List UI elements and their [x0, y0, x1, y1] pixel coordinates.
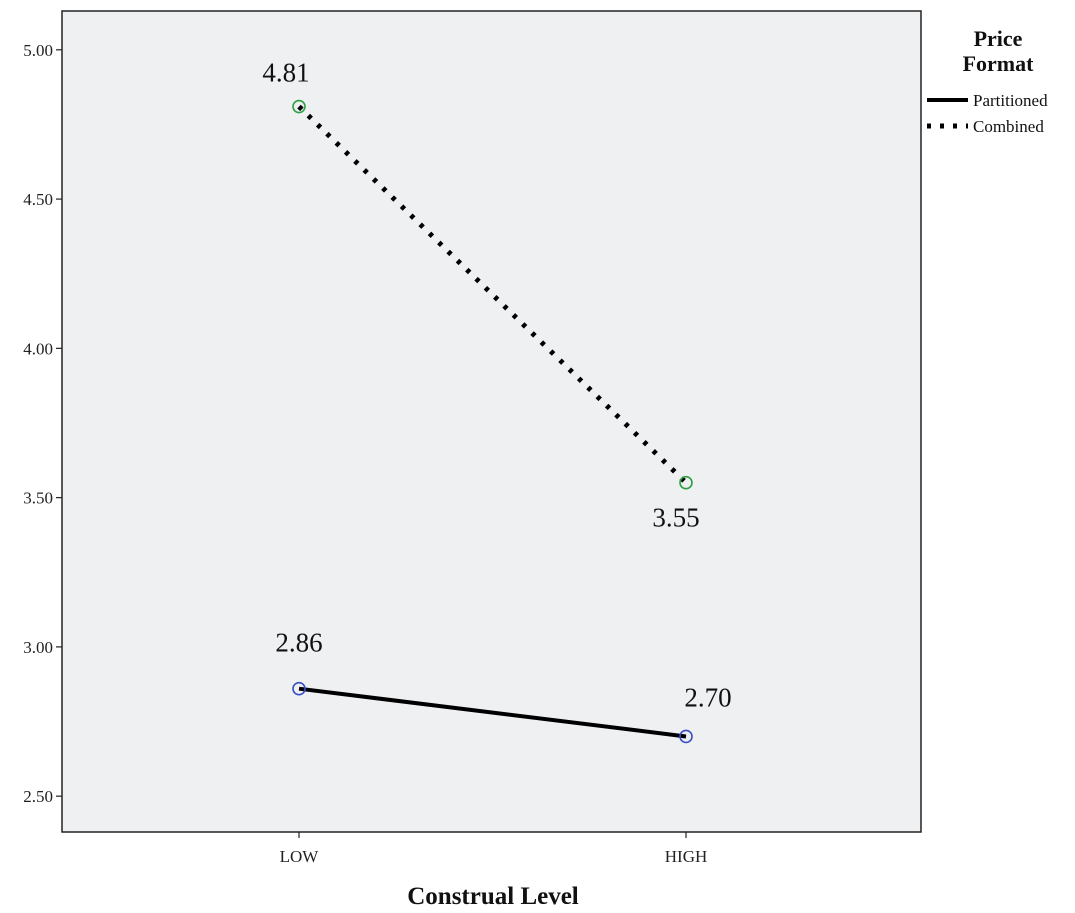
y-tick-label: 3.50	[23, 489, 53, 508]
x-axis-title: Construal Level	[407, 883, 579, 910]
legend-label-combined: Combined	[973, 117, 1044, 136]
y-tick-label: 3.00	[23, 638, 53, 657]
legend-label-partitioned: Partitioned	[973, 91, 1048, 110]
data-label-combined: 4.81	[262, 58, 309, 88]
series-line-partitioned	[298, 686, 687, 739]
data-label-partitioned: 2.70	[684, 682, 731, 712]
x-tick-label: HIGH	[665, 847, 708, 866]
y-tick-label: 4.50	[23, 190, 53, 209]
y-tick-label: 4.00	[23, 339, 53, 358]
y-axis: 2.50 3.00 3.50 4.00 4.50 5.00	[23, 41, 62, 806]
legend-entries: Partitioned Combined	[927, 91, 1048, 136]
y-tick-label: 5.00	[23, 41, 53, 60]
data-point-partitioned	[292, 681, 306, 696]
x-tick-label: LOW	[280, 847, 320, 866]
series-lines	[297, 104, 688, 739]
data-label-combined: 3.55	[652, 503, 699, 533]
series-markers	[292, 99, 693, 744]
legend-title-line1: Price	[974, 26, 1023, 51]
plot-area	[61, 10, 922, 833]
data-label-partitioned: 2.86	[275, 628, 322, 658]
data-point-partitioned	[679, 729, 693, 744]
x-axis: LOW HIGH	[280, 832, 708, 866]
y-tick-label: 2.50	[23, 787, 53, 806]
data-labels: 2.86 2.70 4.81 3.55	[262, 58, 731, 713]
data-point-combined	[679, 475, 693, 490]
legend: Price Format Partitioned Combined	[927, 26, 1048, 136]
legend-title-line2: Format	[963, 51, 1035, 76]
data-point-combined	[292, 99, 306, 114]
